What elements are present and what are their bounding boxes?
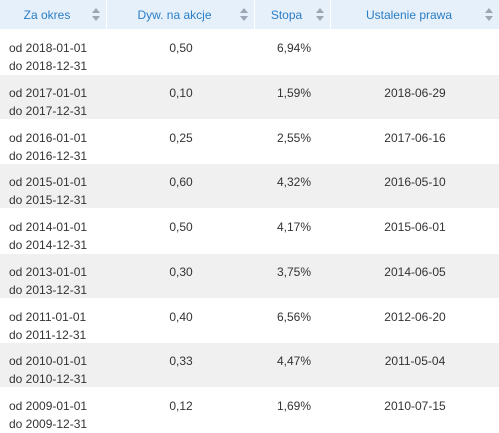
rate-cell: 4,17% xyxy=(276,220,312,234)
record-date-cell: 2018-06-29 xyxy=(384,85,446,100)
period-to: do 2018-12-31 xyxy=(9,59,88,73)
table-row: od 2018-01-01 do 2018-12-31 0,50 6,94% xyxy=(0,30,499,75)
period-from: od 2016-01-01 xyxy=(9,130,88,145)
dividend-cell: 0,40 xyxy=(169,309,193,324)
table-header: Za okres Dyw. na akcje Stopa Ustalenie p… xyxy=(0,0,499,30)
table-row: od 2017-01-01 do 2017-12-31 0,10 1,59% 2… xyxy=(0,74,499,120)
table-row: od 2014-01-01 do 2014-12-31 0,50 4,17% 2… xyxy=(0,209,499,254)
period-cell: od 2009-01-01 do 2009-12-31 xyxy=(0,388,107,432)
rate-cell: 4,47% xyxy=(276,354,312,369)
record-date-cell: 2012-06-20 xyxy=(384,309,446,324)
record-date-cell: 2014-06-05 xyxy=(384,264,446,279)
period-from: od 2018-01-01 xyxy=(9,41,88,55)
sort-icon xyxy=(240,8,248,21)
rate-cell: 3,75% xyxy=(276,264,312,279)
period-cell: od 2013-01-01 do 2013-12-31 xyxy=(0,254,107,298)
dividend-cell: 0,60 xyxy=(169,175,193,190)
period-from: od 2009-01-01 xyxy=(9,399,88,413)
period-cell: od 2016-01-01 do 2016-12-31 xyxy=(0,120,107,164)
period-cell: od 2011-01-01 do 2011-12-31 xyxy=(0,299,107,343)
dividend-cell: 0,25 xyxy=(169,130,193,145)
table-row: od 2016-01-01 do 2016-12-31 0,25 2,55% 2… xyxy=(0,120,499,165)
period-to: do 2015-12-31 xyxy=(9,193,88,208)
record-date-cell: 2010-07-15 xyxy=(384,399,446,413)
sort-icon xyxy=(485,8,493,21)
sort-icon xyxy=(316,8,324,21)
table-row: od 2009-01-01 do 2009-12-31 0,12 1,69% 2… xyxy=(0,388,499,433)
period-to: do 2017-12-31 xyxy=(9,103,88,118)
dividend-cell: 0,30 xyxy=(169,264,193,279)
column-header-rate[interactable]: Stopa xyxy=(255,0,331,29)
column-header-label: Ustalenie prawa xyxy=(365,7,453,22)
column-header-dividend[interactable]: Dyw. na akcje xyxy=(107,0,255,29)
period-from: od 2017-01-01 xyxy=(9,85,88,100)
column-header-label: Stopa xyxy=(270,7,303,22)
table-row: od 2013-01-01 do 2013-12-31 0,30 3,75% 2… xyxy=(0,253,499,299)
record-date-cell: 2011-05-04 xyxy=(384,354,446,369)
period-cell: od 2014-01-01 do 2014-12-31 xyxy=(0,209,107,253)
period-cell: od 2018-01-01 do 2018-12-31 xyxy=(0,30,107,74)
period-from: od 2014-01-01 xyxy=(9,220,88,234)
period-to: do 2009-12-31 xyxy=(9,417,88,431)
period-from: od 2013-01-01 xyxy=(9,264,88,279)
period-cell: od 2015-01-01 do 2015-12-31 xyxy=(0,164,107,208)
period-from: od 2011-01-01 xyxy=(9,309,87,324)
rate-cell: 1,59% xyxy=(276,85,312,100)
period-to: do 2013-12-31 xyxy=(9,282,88,297)
rate-cell: 2,55% xyxy=(276,130,312,145)
column-header-record-date[interactable]: Ustalenie prawa xyxy=(331,0,499,29)
dividend-cell: 0,50 xyxy=(169,41,193,55)
rate-cell: 6,56% xyxy=(276,309,312,324)
dividend-cell: 0,10 xyxy=(169,85,193,100)
table-row: od 2015-01-01 do 2015-12-31 0,60 4,32% 2… xyxy=(0,164,499,209)
period-from: od 2015-01-01 xyxy=(9,175,88,190)
period-to: do 2011-12-31 xyxy=(9,327,87,342)
rate-cell: 4,32% xyxy=(276,175,312,190)
period-to: do 2016-12-31 xyxy=(9,148,88,163)
column-header-label: Za okres xyxy=(23,7,71,22)
period-from: od 2010-01-01 xyxy=(9,354,88,369)
period-cell: od 2010-01-01 do 2010-12-31 xyxy=(0,343,107,387)
table-row: od 2011-01-01 do 2011-12-31 0,40 6,56% 2… xyxy=(0,299,499,344)
rate-cell: 6,94% xyxy=(276,41,312,55)
table-row: od 2010-01-01 do 2010-12-31 0,33 4,47% 2… xyxy=(0,343,499,388)
column-header-label: Dyw. na akcje xyxy=(137,7,212,22)
sort-icon xyxy=(92,8,100,21)
period-cell: od 2017-01-01 do 2017-12-31 xyxy=(0,75,107,119)
record-date-cell: 2015-06-01 xyxy=(384,220,446,234)
record-date-cell: 2016-05-10 xyxy=(384,175,446,190)
dividend-cell: 0,12 xyxy=(169,399,193,413)
record-date-cell xyxy=(331,30,499,74)
dividend-cell: 0,33 xyxy=(169,354,193,369)
dividend-cell: 0,50 xyxy=(169,220,193,234)
period-to: do 2010-12-31 xyxy=(9,372,88,387)
period-to: do 2014-12-31 xyxy=(9,238,88,252)
rate-cell: 1,69% xyxy=(276,399,312,413)
record-date-cell: 2017-06-16 xyxy=(384,130,446,145)
column-header-period[interactable]: Za okres xyxy=(0,0,107,29)
